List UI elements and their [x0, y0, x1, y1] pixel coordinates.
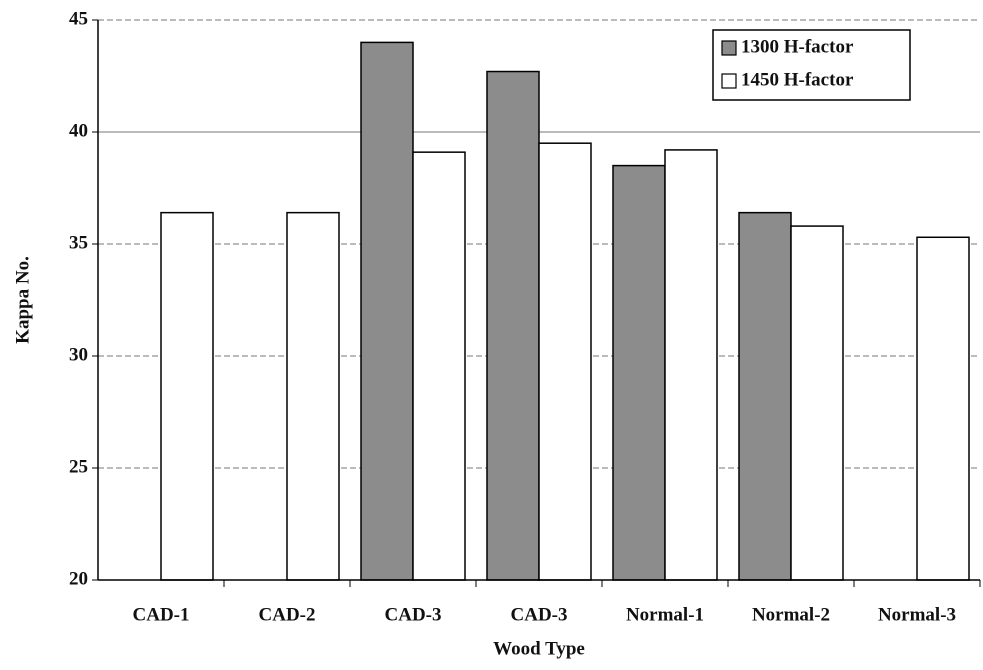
legend-label: 1450 H-factor	[741, 69, 854, 90]
x-tick-label: Normal-1	[626, 604, 704, 625]
x-tick-label: CAD-2	[259, 604, 316, 625]
legend-label: 1300 H-factor	[741, 36, 854, 57]
bar	[412, 151, 466, 581]
bar	[664, 149, 718, 581]
bar	[738, 211, 792, 581]
y-tick-label: 45	[69, 8, 88, 29]
bar	[160, 211, 214, 581]
x-axis-title: Wood Type	[493, 638, 585, 659]
y-tick-label: 40	[69, 120, 88, 141]
x-tick-label: Normal-3	[878, 604, 956, 625]
legend-swatch	[721, 73, 737, 89]
x-tick-label: CAD-3	[511, 604, 568, 625]
legend	[712, 29, 911, 101]
bar	[612, 164, 666, 581]
x-tick-label: CAD-1	[133, 604, 190, 625]
bar	[916, 236, 970, 581]
x-tick-label: Normal-2	[752, 604, 830, 625]
y-tick-label: 20	[69, 568, 88, 589]
bar	[790, 225, 844, 581]
y-tick-label: 35	[69, 232, 88, 253]
bar	[360, 41, 414, 581]
x-tick-label: CAD-3	[385, 604, 442, 625]
y-axis-title: Kappa No.	[12, 256, 33, 344]
bar	[486, 70, 540, 581]
bar	[286, 211, 340, 581]
bar	[538, 142, 592, 581]
y-tick-label: 30	[69, 344, 88, 365]
legend-swatch	[721, 40, 737, 56]
y-tick-label: 25	[69, 456, 88, 477]
